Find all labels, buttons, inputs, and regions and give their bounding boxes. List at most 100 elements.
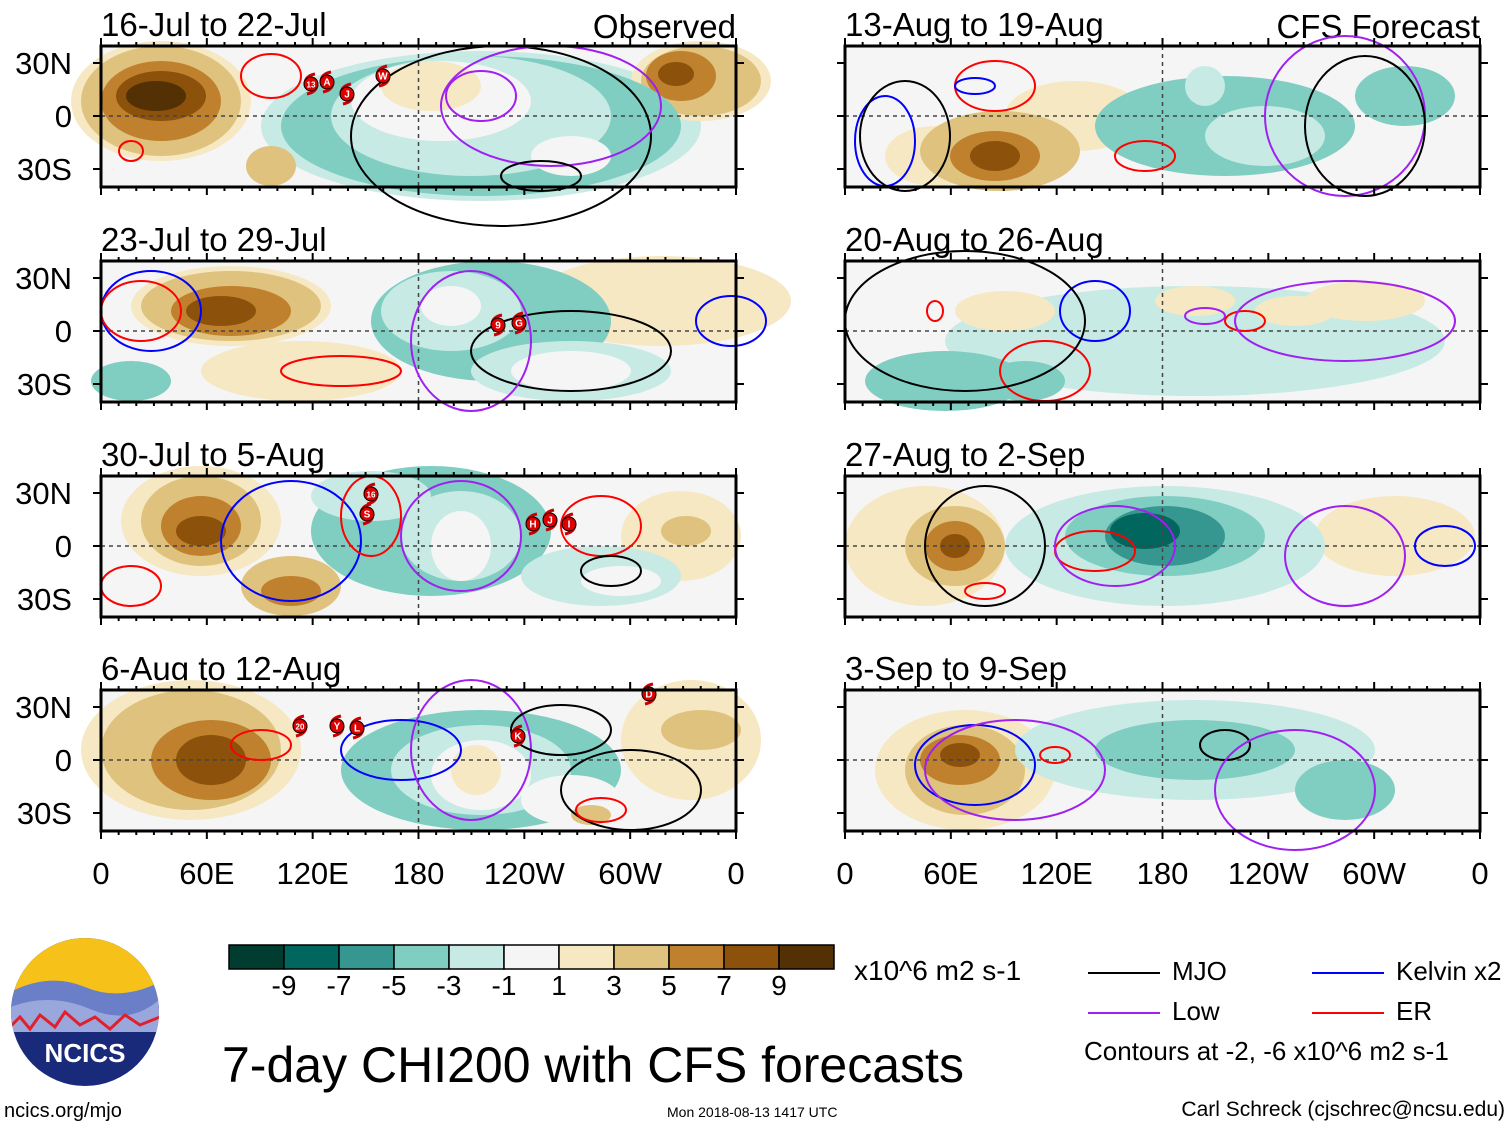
lon-tick-label: 120W (1227, 856, 1309, 891)
lat-tick-label: 30N (15, 690, 72, 725)
map-panel: 13 A J W (71, 38, 771, 227)
er-contour (1039, 746, 1071, 764)
shading-region (531, 136, 611, 176)
colorbar-swatch (778, 944, 835, 970)
lat-tick-label: 30S (16, 582, 72, 617)
colorbar-tick-label: -3 (436, 970, 462, 1001)
shading-region (1185, 66, 1225, 106)
colorbar-tick-label: -1 (491, 970, 517, 1001)
colorbar-tick-label: -7 (326, 970, 352, 1001)
er-contour (926, 300, 944, 322)
lat-tick-label: 30N (15, 476, 72, 511)
lat-tick-label: 30S (16, 796, 72, 831)
colorbar-swatch (448, 944, 505, 970)
storm-label: 16 (367, 491, 376, 500)
units-label: x10^6 m2 s-1 (854, 955, 1022, 986)
er-contour (575, 797, 627, 823)
footer-author: Carl Schreck (cjschrec@ncsu.edu) (1181, 1098, 1505, 1121)
mjo-contour (859, 80, 951, 192)
legend-line (1312, 972, 1384, 974)
storm-label: Y (334, 722, 341, 733)
storm-label: A (323, 78, 330, 89)
shading-region (451, 745, 501, 795)
storm-marker: L (349, 716, 365, 740)
colorbar-tick-label: 3 (606, 970, 622, 1001)
map-panel (837, 35, 1488, 197)
shading-region (1095, 720, 1295, 780)
shading-region (1355, 66, 1455, 126)
shading-region (970, 141, 1020, 171)
shading-region (421, 286, 481, 326)
storm-label: I (568, 520, 571, 531)
mjo-contour (1304, 55, 1426, 197)
lon-tick-label: 180 (392, 856, 445, 891)
shading-region (176, 735, 246, 785)
shading-region (658, 62, 694, 86)
footer-timestamp: Mon 2018-08-13 1417 UTC (667, 1104, 838, 1120)
shading-region (91, 361, 171, 401)
low-contour (400, 480, 522, 592)
colorbar-swatch (668, 944, 725, 970)
colorbar-tick-label: 5 (661, 970, 677, 1001)
lon-tick-label: 60W (1342, 856, 1407, 891)
storm-label: S (364, 510, 371, 521)
mjo-contour (580, 555, 642, 587)
shading-region (1205, 106, 1325, 166)
storm-label: W (378, 72, 388, 83)
low-contour (445, 70, 517, 122)
shading-region (126, 81, 186, 111)
kelvin-contour (340, 719, 462, 781)
low-contour (1054, 505, 1176, 587)
lat-tick-label: 0 (54, 314, 72, 349)
storm-marker: G (511, 311, 527, 335)
contours-note: Contours at -2, -6 x10^6 m2 s-1 (1084, 1036, 1449, 1066)
column-label: CFS Forecast (1276, 8, 1480, 45)
shading-region (201, 341, 401, 401)
storm-label: J (547, 516, 553, 527)
map-panel (837, 468, 1488, 625)
storm-marker: 13 (303, 72, 319, 96)
map-panel: 16 S H J I (93, 466, 744, 625)
shading-region (176, 516, 226, 546)
colorbar-swatch (723, 944, 780, 970)
lat-tick-label: 30N (15, 261, 72, 296)
shading-region (940, 534, 970, 558)
storm-marker: S (359, 502, 375, 526)
panel-title: 27-Aug to 2-Sep (845, 436, 1086, 473)
legend-label: MJO (1172, 956, 1227, 986)
footer-url[interactable]: ncics.org/mjo (4, 1100, 122, 1122)
shading-region (940, 743, 980, 767)
shading-region (186, 296, 256, 326)
storm-marker: I (561, 512, 577, 536)
lat-tick-label: 0 (54, 529, 72, 564)
panel-title: 3-Sep to 9-Sep (845, 650, 1067, 687)
map-panel (837, 682, 1488, 851)
map-panel (837, 250, 1488, 411)
colorbar-swatch (283, 944, 340, 970)
low-contour (1214, 729, 1376, 851)
er-contour (280, 355, 402, 387)
shading-region (1315, 496, 1475, 576)
storm-marker: J (339, 82, 355, 106)
column-label: Observed (592, 8, 736, 45)
storm-marker: Y (329, 714, 345, 738)
map-panel: 20 Y L K D (81, 679, 761, 839)
logo-text: NCICS (45, 1038, 126, 1068)
shading-region (381, 61, 481, 111)
er-contour (1114, 140, 1176, 172)
low-contour (1234, 280, 1456, 362)
storm-marker: 9 (490, 313, 506, 337)
lon-tick-label: 0 (1471, 856, 1489, 891)
kelvin-contour (1414, 525, 1476, 567)
shading-region (865, 351, 1025, 411)
ncics-logo: NCICS (11, 938, 159, 1086)
shading-region (955, 291, 1055, 331)
legend-label: ER (1396, 996, 1433, 1026)
storm-label: D (645, 690, 652, 701)
lon-tick-label: 180 (1136, 856, 1189, 891)
low-contour (410, 270, 532, 412)
storm-marker: 20 (292, 714, 308, 738)
colorbar-swatch (338, 944, 395, 970)
storm-marker: H (525, 512, 541, 536)
colorbar-swatch (503, 944, 560, 970)
